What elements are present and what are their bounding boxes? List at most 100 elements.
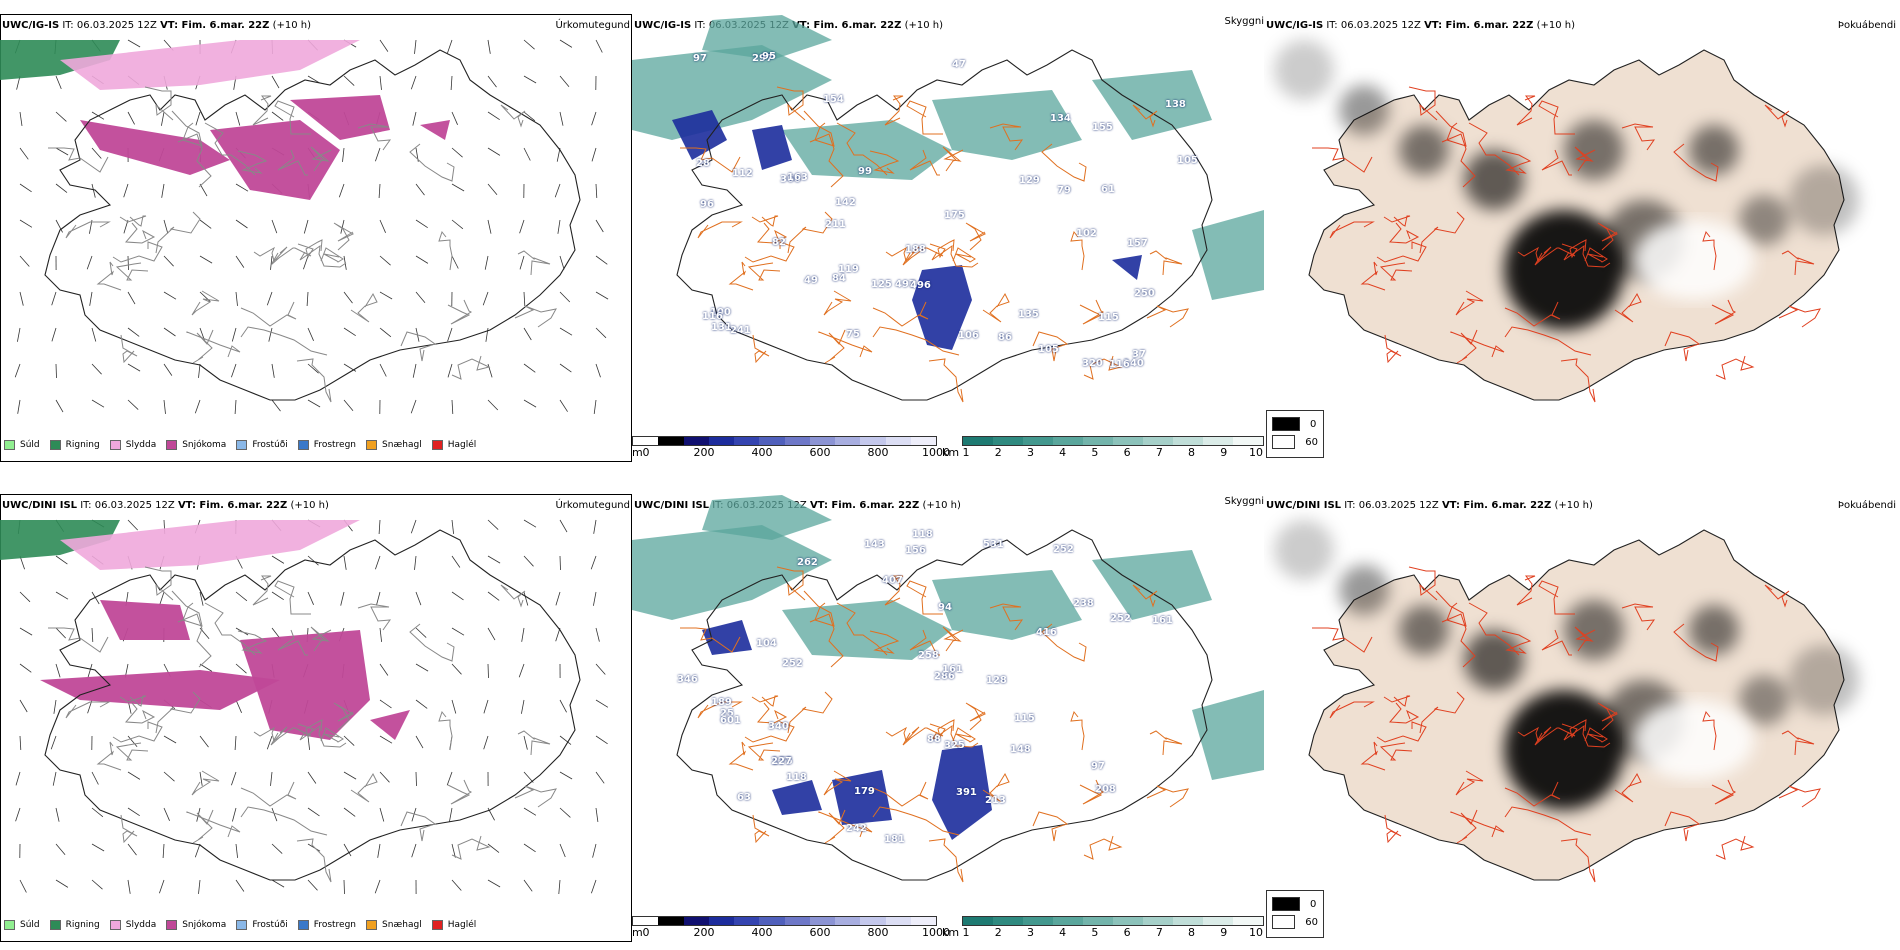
colorbar-cell [633, 437, 659, 445]
cloud-base-value: 125 [871, 279, 892, 290]
colorbar-cell [1023, 437, 1053, 445]
tick-label: 200 [693, 926, 715, 939]
cloud-base-value: 161 [942, 664, 963, 675]
cloud-base-value: 227 [771, 756, 792, 767]
cloud-base-value: 116 [702, 311, 723, 322]
legend-swatch [49, 920, 61, 930]
tick-label: 6 [1123, 926, 1131, 939]
model-name: UWC/IG-IS [1266, 20, 1324, 31]
cloud-base-value: 118 [786, 772, 807, 783]
fog-legend-item: 0 [1272, 415, 1318, 433]
cloud-base-value: 86 [998, 332, 1012, 343]
map-frame [0, 494, 632, 942]
legend-item: Frostregn [297, 440, 356, 450]
model-name: UWC/IG-IS [2, 20, 60, 31]
lead-time: (+10 h) [904, 20, 944, 31]
legend-label: Haglél [447, 440, 477, 450]
fog-legend-label: 0 [1310, 898, 1317, 910]
cloud-base-value: 96 [700, 199, 714, 210]
legend-item: Frostregn [297, 920, 356, 930]
colorbar-cell [1203, 437, 1233, 445]
colorbar-cell [708, 917, 734, 925]
cloud-base-value: 134 [1050, 113, 1071, 124]
fog-map [1274, 520, 1859, 883]
legend-item: Rigning [49, 920, 100, 930]
cloud-base-value: 97 [693, 53, 707, 64]
valid-time: VT: Fim. 6.mar. 22Z [177, 500, 288, 511]
row-igis: UWC/IG-IS IT: 06.03.2025 12Z VT: Fim. 6.… [0, 0, 1900, 462]
colorbar-cell [1053, 437, 1083, 445]
cloud-base-value: 188 [905, 244, 926, 255]
fog-panel: UWC/IG-IS IT: 06.03.2025 12Z VT: Fim. 6.… [1264, 0, 1900, 460]
colorbar-cell [809, 437, 835, 445]
cloud-base-value: 88 [927, 734, 941, 745]
height-colorbar [632, 436, 937, 446]
cloud-base-value: 213 [985, 795, 1006, 806]
tick-label: 5 [1091, 446, 1099, 459]
cloud-base-value: 156 [905, 545, 926, 556]
legend-swatch [366, 440, 378, 450]
tick-label: 7 [1155, 926, 1163, 939]
legend-swatch [4, 920, 15, 930]
cloud-base-value: 95 [762, 51, 776, 62]
cloud-base-value: 104 [756, 638, 777, 649]
cloud-base-value: 97 [1091, 761, 1105, 772]
fog-legend-item: 60 [1272, 433, 1318, 451]
colorbar-cell [835, 917, 861, 925]
lead-time: (+10 h) [1536, 20, 1576, 31]
cloud-base-value: 25 [720, 708, 734, 719]
tick-label: 400 [751, 446, 773, 459]
precip-map [0, 519, 609, 895]
cloud-base-value: 99 [858, 166, 872, 177]
precip-legend: Súld Rigning Slydda Snjókoma Frostúði Frostre… [4, 440, 476, 450]
fog-legend: 0 60 [1266, 410, 1324, 458]
cloud-base-value: 320 [1082, 358, 1103, 369]
precip-type-label: Úrkomutegund [555, 500, 630, 511]
legend-label: Snjókoma [182, 440, 227, 450]
tick-label: 10 [1249, 926, 1263, 939]
cloud-base-value: 102 [1076, 228, 1097, 239]
visibility-map [632, 495, 1264, 883]
colorbar-cell [993, 917, 1023, 925]
cloud-base-value: 497 [895, 279, 916, 290]
colorbar-cell [633, 917, 659, 925]
fog-legend-swatch [1272, 417, 1300, 431]
precip-legend: Súld Rigning Slydda Snjókoma Frostúði Frostre… [4, 920, 476, 930]
tick-label: 8 [1188, 446, 1196, 459]
colorbar-cell [708, 437, 734, 445]
fog-label: Þokuábendi [1837, 20, 1896, 31]
cloud-base-value: 140 [1123, 358, 1144, 369]
lead-time: (+10 h) [272, 20, 312, 31]
cloud-base-value: 128 [986, 675, 1007, 686]
tick-label: 4 [1059, 926, 1067, 939]
panel-title: UWC/IG-IS IT: 06.03.2025 12Z VT: Fim. 6.… [1266, 20, 1575, 31]
colorbar-cell [963, 917, 993, 925]
colorbar-cell [1023, 917, 1053, 925]
legend-swatch [431, 440, 443, 450]
lead-time: (+10 h) [290, 500, 329, 511]
tick-label: 600 [809, 926, 831, 939]
colorbar-cell [860, 437, 886, 445]
legend-label: Slydda [125, 440, 157, 450]
legend-label: Frostúði [252, 920, 288, 930]
cloud-base-value: 262 [797, 557, 818, 568]
legend-item: Súld [4, 440, 40, 450]
model-name: UWC/IG-IS [634, 20, 692, 31]
init-time: IT: 06.03.2025 12Z [1344, 500, 1439, 511]
cloud-base-value: 175 [944, 210, 965, 221]
legend-swatch [109, 440, 121, 450]
legend-item: Slydda [109, 440, 157, 450]
colorbar-cell [835, 437, 861, 445]
fog-map [1274, 40, 1859, 403]
visibility-colorbar [962, 916, 1264, 926]
fog-legend: 0 60 [1266, 890, 1324, 938]
legend-label: Frostúði [252, 440, 288, 450]
cloud-base-value: 242 [846, 823, 867, 834]
tick-label: 1 [962, 926, 970, 939]
colorbar-cell [734, 917, 760, 925]
colorbar-cell [1233, 917, 1263, 925]
colorbar-cell [1173, 917, 1203, 925]
cloud-base-value: 416 [1036, 627, 1057, 638]
cloud-base-value: 49 [804, 275, 818, 286]
cloud-base-value: 366 [780, 174, 801, 185]
